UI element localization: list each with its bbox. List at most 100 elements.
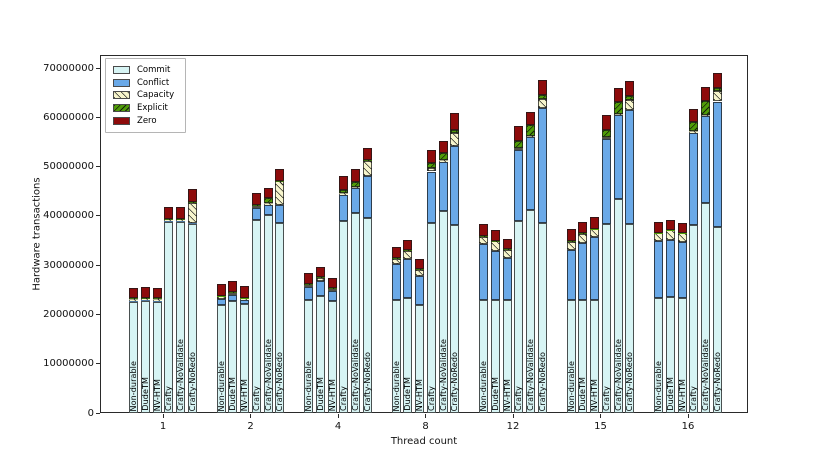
bar-segment-capacity	[502, 249, 512, 258]
bar-segment-zero	[479, 224, 489, 237]
bar-segment-explicit	[590, 228, 600, 230]
y-tick-label: 0	[87, 407, 94, 419]
bar-segment-explicit	[578, 233, 588, 234]
bar-label: Crafty-NoValidate	[526, 339, 536, 411]
x-tick-label: 12	[506, 421, 520, 432]
bar-segment-explicit	[701, 100, 711, 116]
bar-label: DudeTM	[665, 377, 675, 411]
bar-label: Crafty-NoRedo	[450, 351, 460, 411]
bar-segment-conflict	[479, 244, 489, 300]
bar-label: Non-durable	[129, 360, 139, 412]
bar-segment-capacity	[263, 203, 273, 205]
bar-segment-commit	[701, 203, 711, 413]
bar-segment-commit	[403, 298, 413, 413]
bar-segment-conflict	[566, 250, 576, 300]
bar-segment-explicit	[129, 298, 139, 300]
bar-segment-explicit	[426, 163, 436, 169]
bar-segment-conflict	[677, 241, 687, 298]
bar-segment-explicit	[176, 218, 186, 220]
bar-segment-explicit	[391, 258, 401, 260]
bar-label: Crafty-NoValidate	[176, 339, 186, 411]
y-axis-label: Hardware transactions	[31, 177, 43, 291]
bar-segment-conflict	[578, 243, 588, 300]
bar-label: DudeTM	[403, 377, 413, 411]
legend-label: Commit	[137, 65, 171, 76]
bar-segment-commit	[490, 299, 500, 413]
bar-label: Crafty-NoRedo	[537, 351, 547, 411]
bar-segment-commit	[129, 301, 139, 413]
bar-segment-commit	[228, 300, 238, 413]
bar-segment-zero	[526, 112, 536, 126]
bar-segment-explicit	[490, 240, 500, 242]
bar-segment-commit	[152, 301, 162, 413]
bar-segment-explicit	[403, 250, 413, 252]
bar-segment-conflict	[450, 146, 460, 225]
bar-segment-zero	[164, 207, 174, 219]
y-tick-mark	[96, 412, 100, 414]
bar-label: NV-HTM	[502, 378, 512, 411]
y-tick-mark	[96, 116, 100, 118]
bar-segment-explicit	[677, 232, 687, 234]
bar-segment-zero	[152, 287, 162, 299]
bar-segment-explicit	[240, 297, 250, 299]
bar-segment-conflict	[228, 295, 238, 301]
bar-segment-commit	[240, 304, 250, 413]
bar-segment-zero	[490, 230, 500, 241]
bar-segment-conflict	[315, 281, 325, 297]
bar-label: Crafty-NoRedo	[275, 351, 285, 411]
y-tick-mark	[96, 67, 100, 69]
bar-segment-conflict	[362, 176, 372, 219]
bar-label: DudeTM	[140, 377, 150, 411]
bar-segment-capacity	[187, 202, 197, 224]
bar-segment-zero	[304, 273, 314, 285]
x-tick-label: 8	[422, 421, 429, 432]
bar-segment-conflict	[590, 236, 600, 300]
bar-label: Crafty-NoValidate	[613, 339, 623, 411]
bar-segment-zero	[216, 283, 226, 296]
y-tick-label: 30000000	[43, 259, 94, 271]
bar-segment-commit	[216, 304, 226, 413]
bar-segment-conflict	[187, 223, 197, 225]
bar-segment-conflict	[164, 221, 174, 223]
bar-segment-capacity	[479, 236, 489, 245]
bar-segment-explicit	[479, 236, 489, 237]
bar-segment-capacity	[526, 136, 536, 137]
bar-segment-commit	[426, 222, 436, 413]
bar-segment-zero	[578, 221, 588, 234]
y-tick-label: 40000000	[43, 210, 94, 222]
bar-segment-capacity	[415, 269, 425, 277]
bar-label: Crafty-NoValidate	[351, 339, 361, 411]
bar-label: Crafty	[426, 386, 436, 411]
bar-segment-conflict	[712, 101, 722, 227]
bar-segment-capacity	[240, 298, 250, 301]
bar-segment-capacity	[140, 298, 150, 301]
bar-segment-capacity	[315, 277, 325, 282]
bar-label: Crafty-NoValidate	[701, 339, 711, 411]
bar-segment-zero	[351, 168, 361, 182]
bar-segment-zero	[415, 259, 425, 270]
bar-label: Crafty	[164, 386, 174, 411]
x-tick-label: 4	[334, 421, 342, 432]
y-tick-label: 60000000	[43, 111, 94, 123]
bar-label: Crafty	[339, 386, 349, 411]
bar-label: Non-durable	[216, 360, 226, 412]
bar-segment-commit	[566, 299, 576, 413]
bar-segment-commit	[689, 224, 699, 413]
bar-segment-commit	[712, 226, 722, 413]
bar-segment-explicit	[438, 152, 448, 161]
bar-segment-conflict	[140, 300, 150, 302]
y-tick-label: 50000000	[43, 161, 94, 173]
bar-segment-explicit	[216, 295, 226, 297]
bar-segment-capacity	[613, 113, 623, 115]
bar-segment-commit	[654, 298, 664, 413]
bar-segment-conflict	[415, 276, 425, 305]
bar-segment-conflict	[502, 257, 512, 300]
legend-label: Zero	[137, 115, 157, 126]
bar-segment-explicit	[415, 269, 425, 270]
y-tick-mark	[96, 166, 100, 168]
legend-swatch-explicit	[113, 104, 130, 113]
bar-segment-capacity	[701, 115, 711, 117]
bar-segment-commit	[479, 299, 489, 413]
bar-segment-zero	[315, 267, 325, 278]
bar-segment-conflict	[351, 187, 361, 214]
